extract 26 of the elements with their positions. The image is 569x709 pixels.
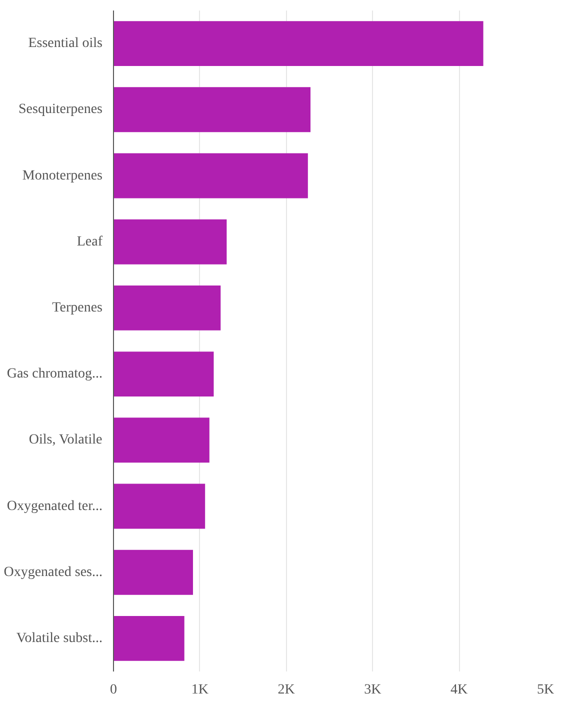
bar	[114, 87, 310, 132]
y-tick-label: Terpenes	[52, 300, 102, 316]
y-tick-label: Leaf	[76, 234, 103, 250]
bar	[114, 550, 193, 595]
bar	[114, 21, 484, 66]
y-tick-label: Monoterpenes	[22, 168, 103, 184]
y-tick-label: Gas chromatog...	[6, 366, 103, 382]
bar	[114, 418, 210, 463]
y-tick-label: Oxygenated ses...	[4, 564, 103, 580]
x-tick-label: 0	[110, 682, 117, 698]
y-tick-label: Oxygenated ter...	[6, 498, 103, 514]
bar	[114, 352, 214, 397]
bar	[114, 219, 227, 264]
bar	[114, 153, 308, 198]
x-tick-label: 3K	[364, 682, 382, 698]
bar	[114, 285, 221, 330]
x-tick-label: 5K	[536, 682, 554, 698]
bar	[114, 484, 206, 529]
x-tick-label: 1K	[191, 682, 208, 698]
y-tick-label: Essential oils	[28, 36, 103, 52]
x-tick-label: 4K	[450, 682, 468, 698]
bar	[114, 616, 184, 661]
y-tick-label: Volatile subst...	[16, 630, 102, 646]
y-tick-label: Sesquiterpenes	[18, 102, 103, 118]
y-tick-label: Oils, Volatile	[28, 432, 102, 448]
x-tick-label: 2K	[278, 682, 295, 698]
